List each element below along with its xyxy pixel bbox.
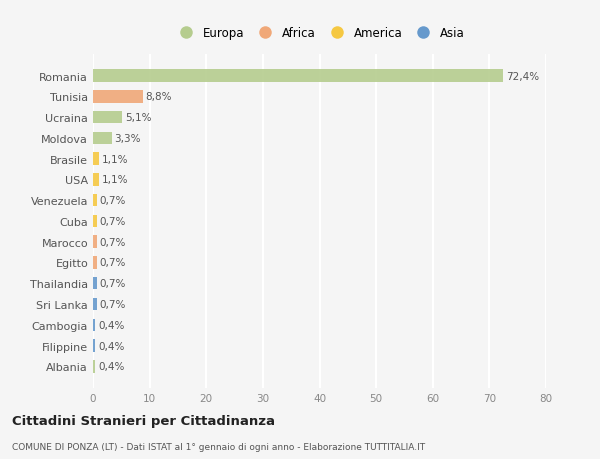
Text: 5,1%: 5,1% bbox=[125, 113, 151, 123]
Text: COMUNE DI PONZA (LT) - Dati ISTAT al 1° gennaio di ogni anno - Elaborazione TUTT: COMUNE DI PONZA (LT) - Dati ISTAT al 1° … bbox=[12, 442, 425, 451]
Text: 0,4%: 0,4% bbox=[98, 320, 124, 330]
Bar bbox=[93, 91, 143, 103]
Text: 0,7%: 0,7% bbox=[100, 196, 126, 206]
Bar bbox=[93, 298, 97, 311]
Text: 1,1%: 1,1% bbox=[102, 154, 128, 164]
Text: 1,1%: 1,1% bbox=[102, 175, 128, 185]
Bar bbox=[93, 236, 97, 248]
Text: Cittadini Stranieri per Cittadinanza: Cittadini Stranieri per Cittadinanza bbox=[12, 414, 275, 428]
Text: 0,7%: 0,7% bbox=[100, 258, 126, 268]
Text: 0,7%: 0,7% bbox=[100, 217, 126, 226]
Bar bbox=[93, 153, 99, 166]
Bar bbox=[93, 340, 95, 352]
Bar bbox=[93, 360, 95, 373]
Text: 0,4%: 0,4% bbox=[98, 362, 124, 371]
Bar bbox=[93, 277, 97, 290]
Text: 72,4%: 72,4% bbox=[506, 72, 539, 81]
Bar bbox=[93, 215, 97, 228]
Bar bbox=[93, 174, 99, 186]
Bar bbox=[93, 132, 112, 145]
Legend: Europa, Africa, America, Asia: Europa, Africa, America, Asia bbox=[172, 24, 467, 42]
Bar bbox=[93, 70, 503, 83]
Bar bbox=[93, 257, 97, 269]
Bar bbox=[93, 112, 122, 124]
Text: 8,8%: 8,8% bbox=[146, 92, 172, 102]
Text: 0,7%: 0,7% bbox=[100, 237, 126, 247]
Bar bbox=[93, 319, 95, 331]
Text: 3,3%: 3,3% bbox=[115, 134, 141, 144]
Text: 0,4%: 0,4% bbox=[98, 341, 124, 351]
Text: 0,7%: 0,7% bbox=[100, 279, 126, 289]
Text: 0,7%: 0,7% bbox=[100, 299, 126, 309]
Bar bbox=[93, 195, 97, 207]
